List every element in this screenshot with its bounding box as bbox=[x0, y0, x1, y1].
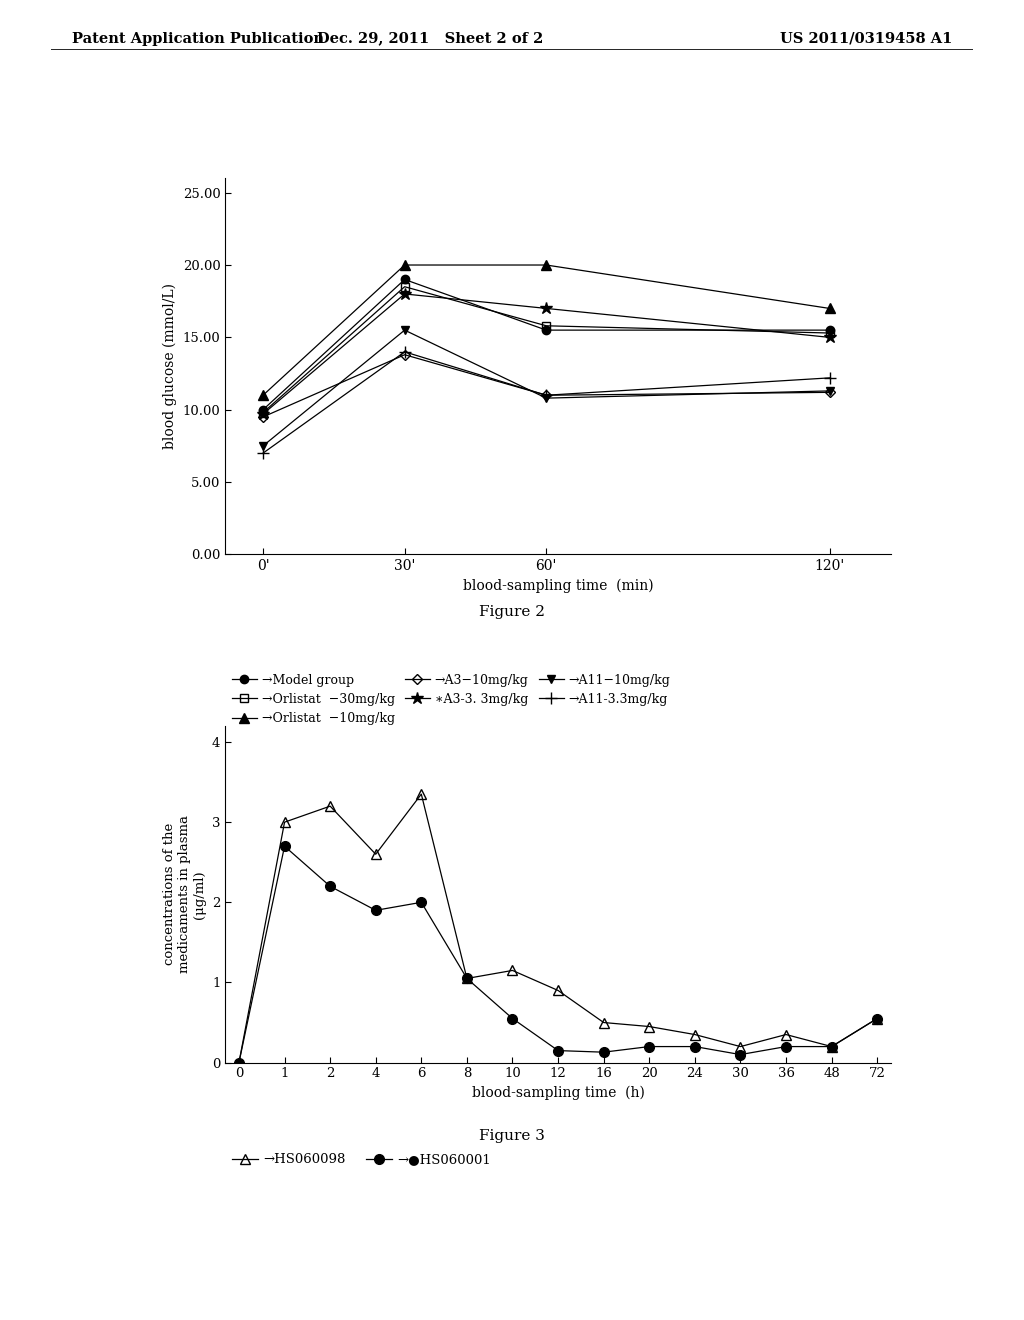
Y-axis label: blood glucose (mmol/L): blood glucose (mmol/L) bbox=[163, 284, 177, 449]
HS060001 bbox=[689, 1039, 701, 1055]
HS060098 bbox=[370, 846, 382, 862]
Legend: →Model group, →Orlistat  −30mg/kg, →Orlistat  −10mg/kg, →A3−10mg/kg, ∗A3-3. 3mg/: →Model group, →Orlistat −30mg/kg, →Orlis… bbox=[231, 673, 671, 725]
HS060098 bbox=[279, 814, 291, 830]
X-axis label: blood-sampling time  (min): blood-sampling time (min) bbox=[463, 578, 653, 593]
Text: Figure 3: Figure 3 bbox=[479, 1129, 545, 1143]
HS060098 bbox=[689, 1027, 701, 1043]
Line: HS060098: HS060098 bbox=[234, 789, 882, 1068]
X-axis label: blood-sampling time  (h): blood-sampling time (h) bbox=[472, 1086, 644, 1101]
HS060001 bbox=[552, 1043, 564, 1059]
HS060098 bbox=[643, 1019, 655, 1035]
HS060001 bbox=[506, 1011, 518, 1027]
Line: HS060001: HS060001 bbox=[234, 841, 882, 1068]
HS060001 bbox=[734, 1047, 746, 1063]
HS060098 bbox=[324, 799, 336, 814]
Text: Figure 2: Figure 2 bbox=[479, 605, 545, 619]
Text: US 2011/0319458 A1: US 2011/0319458 A1 bbox=[780, 32, 952, 46]
HS060001 bbox=[598, 1044, 610, 1060]
HS060001 bbox=[780, 1039, 793, 1055]
HS060098 bbox=[232, 1055, 245, 1071]
HS060098 bbox=[825, 1039, 838, 1055]
HS060098 bbox=[734, 1039, 746, 1055]
Y-axis label: concentrations of the
medicaments in plasma
(μg/ml): concentrations of the medicaments in pla… bbox=[164, 816, 207, 973]
Text: Patent Application Publication: Patent Application Publication bbox=[72, 32, 324, 46]
HS060098 bbox=[415, 787, 427, 803]
HS060001 bbox=[279, 838, 291, 854]
HS060098 bbox=[461, 970, 473, 986]
HS060098 bbox=[871, 1011, 884, 1027]
HS060001 bbox=[370, 903, 382, 919]
HS060001 bbox=[461, 970, 473, 986]
HS060001 bbox=[324, 878, 336, 894]
Legend: →HS060098, →●HS060001: →HS060098, →●HS060001 bbox=[231, 1154, 492, 1167]
HS060098 bbox=[506, 962, 518, 978]
HS060001 bbox=[643, 1039, 655, 1055]
Text: Dec. 29, 2011   Sheet 2 of 2: Dec. 29, 2011 Sheet 2 of 2 bbox=[316, 32, 544, 46]
HS060001 bbox=[825, 1039, 838, 1055]
HS060098 bbox=[780, 1027, 793, 1043]
HS060001 bbox=[415, 895, 427, 911]
HS060098 bbox=[552, 982, 564, 998]
HS060098 bbox=[598, 1015, 610, 1031]
HS060001 bbox=[871, 1011, 884, 1027]
HS060001 bbox=[232, 1055, 245, 1071]
